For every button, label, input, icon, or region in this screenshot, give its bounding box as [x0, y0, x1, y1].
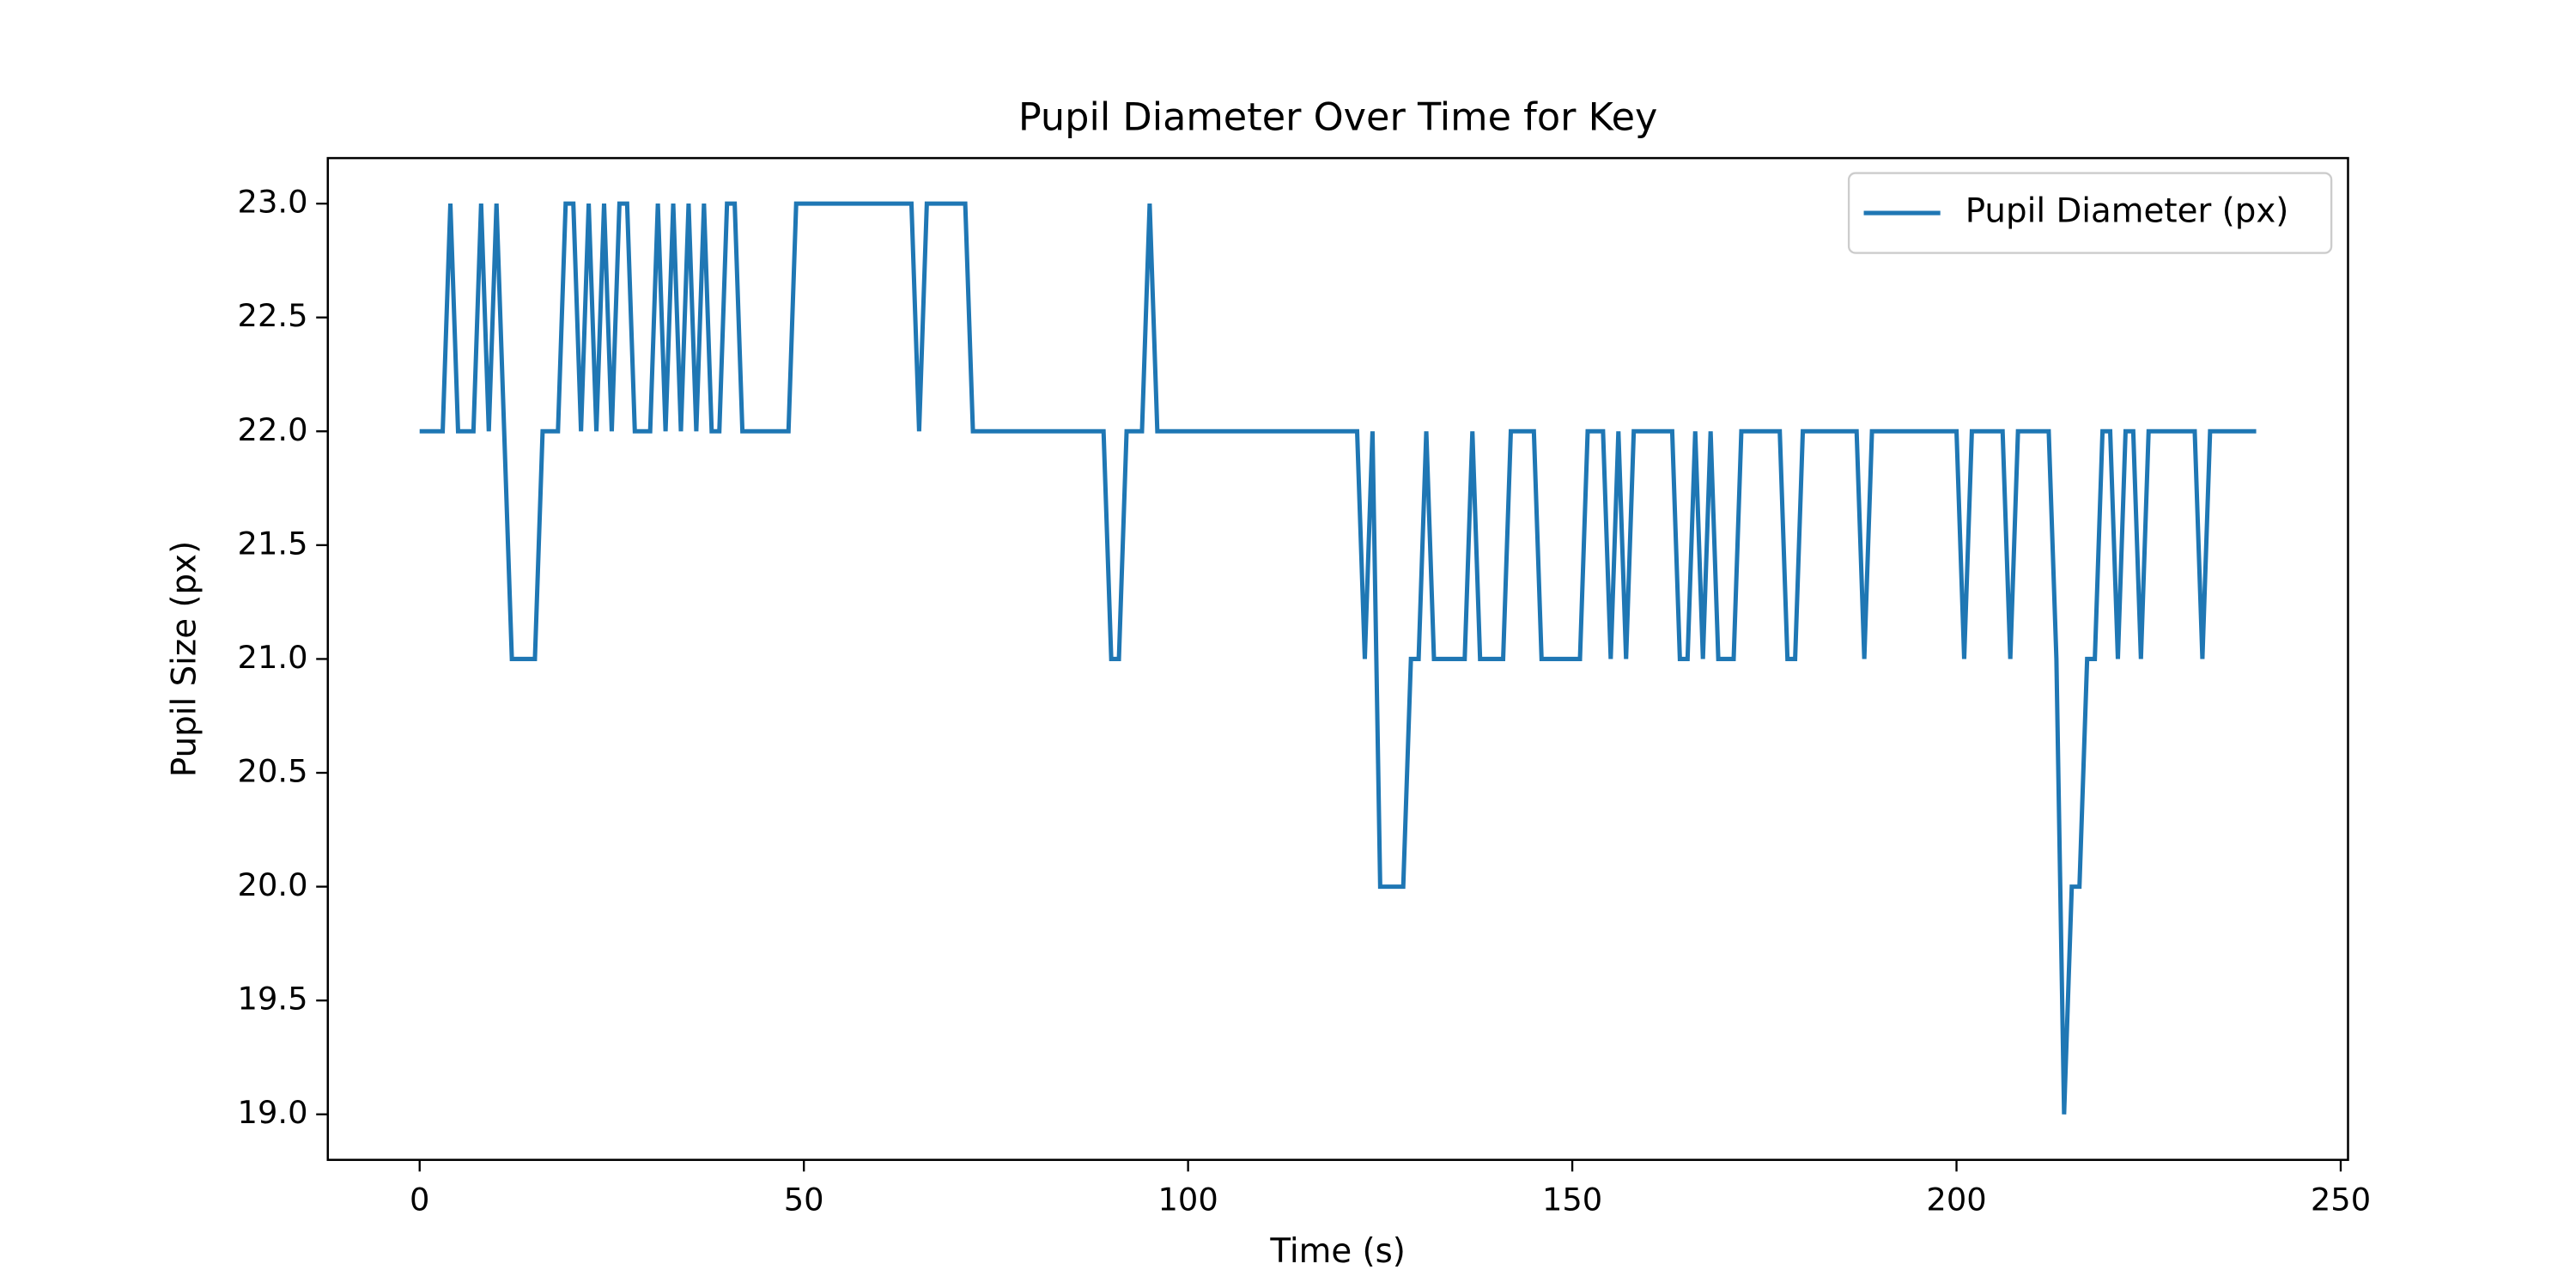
x-tick-label: 100: [1157, 1182, 1218, 1218]
chart-title: Pupil Diameter Over Time for Key: [1018, 95, 1658, 140]
legend-label: Pupil Diameter (px): [1965, 192, 2289, 231]
data-line: [419, 201, 2257, 1115]
plot-area: [419, 201, 2257, 1115]
x-tick-label: 200: [1926, 1182, 1986, 1218]
x-axis-label: Time (s): [1269, 1232, 1406, 1271]
y-tick-label: 19.0: [238, 1094, 308, 1131]
y-tick-label: 20.5: [238, 753, 308, 790]
x-tick-label: 50: [784, 1182, 824, 1218]
x-tick-label: 0: [410, 1182, 429, 1218]
legend-box: [1847, 172, 2333, 254]
y-tick-label: 20.0: [238, 866, 308, 903]
x-tick-label: 150: [1542, 1182, 1602, 1218]
y-axis-label: Pupil Size (px): [166, 541, 204, 777]
legend: Pupil Diameter (px): [1847, 172, 2333, 254]
x-tick-label: 250: [2311, 1182, 2371, 1218]
y-tick-label: 23.0: [238, 184, 308, 221]
y-tick-label: 21.0: [238, 639, 308, 676]
y-tick-label: 22.0: [238, 411, 308, 448]
y-tick-label: 21.5: [238, 525, 308, 562]
y-tick-label: 22.5: [238, 297, 308, 334]
y-tick-label: 19.5: [238, 981, 308, 1018]
